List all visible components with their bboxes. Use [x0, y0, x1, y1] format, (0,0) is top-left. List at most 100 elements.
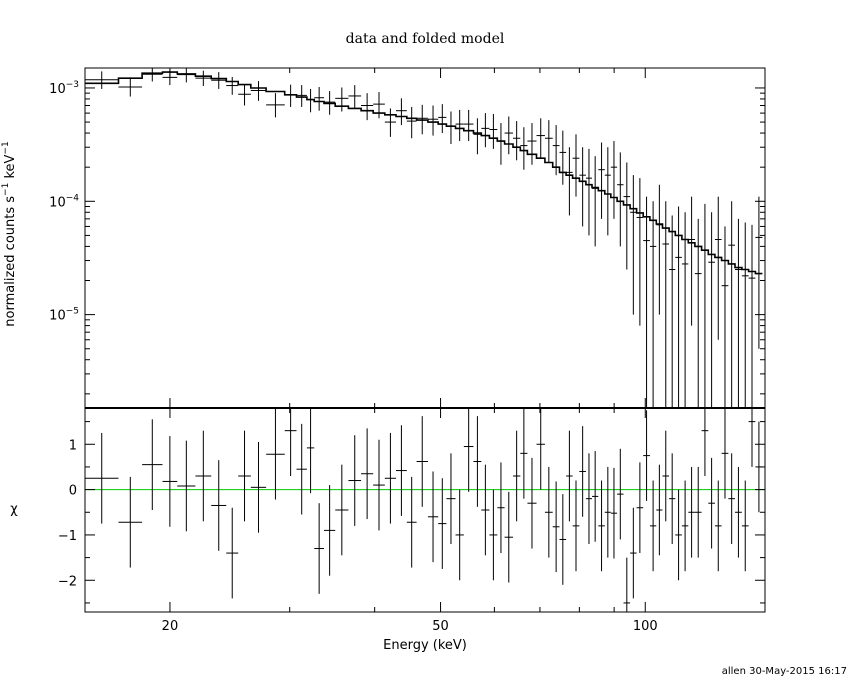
data-point — [118, 77, 143, 97]
data-point — [604, 147, 611, 236]
residual-point — [604, 466, 611, 558]
data-point — [520, 127, 528, 170]
x-axis-label: Energy (keV) — [383, 638, 467, 653]
residual-point — [416, 416, 428, 507]
residual-point — [728, 453, 735, 544]
data-point — [617, 152, 624, 247]
data-point — [455, 109, 464, 142]
data-point — [572, 134, 580, 197]
data-point — [250, 81, 267, 101]
residual-point — [406, 476, 417, 568]
footer-timestamp: allen 30-May-2015 16:17 — [722, 666, 847, 677]
residual-point — [85, 432, 119, 524]
residual-point — [708, 457, 715, 549]
data-point — [266, 93, 285, 118]
residual-point — [446, 453, 456, 544]
data-point — [497, 123, 505, 165]
chart-title: data and folded model — [346, 31, 505, 47]
residual-point — [527, 457, 537, 549]
residual-point — [681, 480, 689, 572]
residual-point — [520, 408, 528, 499]
residual-point — [610, 467, 618, 559]
residual-point — [734, 466, 742, 558]
data-point — [649, 201, 657, 408]
data-point — [177, 68, 196, 83]
y-tick-label: 10−3 — [49, 80, 79, 97]
data-point — [324, 91, 336, 115]
data-point — [361, 93, 374, 121]
model-step-line — [85, 71, 763, 275]
data-point — [481, 113, 490, 148]
residual-point — [675, 489, 682, 581]
residual-point — [348, 435, 362, 526]
data-point — [314, 86, 325, 111]
residual-point — [463, 408, 474, 492]
residual-point — [649, 480, 657, 572]
residual-point — [714, 480, 722, 572]
data-point — [504, 116, 513, 155]
data-point — [552, 125, 560, 176]
data-point — [559, 130, 567, 185]
data-point — [675, 206, 682, 408]
data-point — [585, 148, 593, 236]
spectrum-y-ticks: 10−3 10−4 10−5 — [49, 80, 765, 395]
residual-point — [598, 480, 605, 572]
residual-point — [544, 466, 553, 558]
data-point — [701, 203, 709, 408]
data-point — [714, 196, 722, 340]
residual-y-axis-label: χ — [10, 502, 18, 517]
data-point — [473, 118, 482, 155]
residual-point — [118, 476, 143, 568]
residual-point — [324, 485, 336, 576]
data-point — [438, 104, 447, 134]
residual-point — [497, 462, 505, 554]
y-tick-label: −2 — [58, 574, 77, 589]
data-point — [681, 212, 689, 408]
y-tick-label: 1 — [69, 438, 77, 453]
residual-point — [427, 471, 439, 563]
residual-point — [585, 453, 593, 544]
residual-point — [473, 416, 482, 507]
data-point — [373, 92, 385, 119]
data-point — [669, 215, 676, 408]
data-point — [662, 201, 670, 408]
residual-panel: 1 0 −1 −2 20 50 100 χ Energy (keV) — [10, 407, 766, 653]
residual-point — [579, 426, 586, 517]
y-tick-label: 10−4 — [49, 193, 79, 210]
y-tick-label: 10−5 — [49, 307, 79, 324]
data-point — [142, 68, 163, 82]
data-point — [427, 105, 439, 136]
data-point — [406, 106, 417, 139]
data-point — [211, 72, 227, 89]
data-point — [527, 123, 537, 165]
data-point — [396, 98, 407, 126]
residual-point — [284, 408, 297, 476]
data-point — [296, 85, 307, 107]
data-point — [306, 88, 315, 113]
residual-point — [384, 432, 397, 524]
residual-point — [721, 408, 729, 499]
residual-point — [162, 436, 178, 527]
residual-point — [489, 489, 498, 581]
data-point — [748, 224, 756, 408]
data-point — [734, 218, 742, 408]
residual-point — [177, 440, 196, 532]
data-point — [536, 118, 545, 159]
data-point — [708, 212, 715, 408]
residual-point — [623, 557, 631, 612]
residual-point — [755, 421, 763, 513]
data-point — [694, 218, 702, 408]
data-point — [610, 141, 618, 219]
data-point — [384, 108, 397, 137]
x-tick-label: 20 — [162, 619, 179, 634]
residual-point — [617, 448, 624, 540]
spectrum-y-axis-label: normalized counts s−1 keV−1 — [1, 141, 18, 326]
data-point — [335, 87, 349, 112]
residual-point — [238, 430, 251, 522]
residual-point — [266, 408, 285, 500]
data-point — [592, 156, 599, 247]
x-tick-label: 50 — [432, 619, 449, 634]
data-point — [656, 184, 663, 315]
data-point — [85, 71, 119, 89]
